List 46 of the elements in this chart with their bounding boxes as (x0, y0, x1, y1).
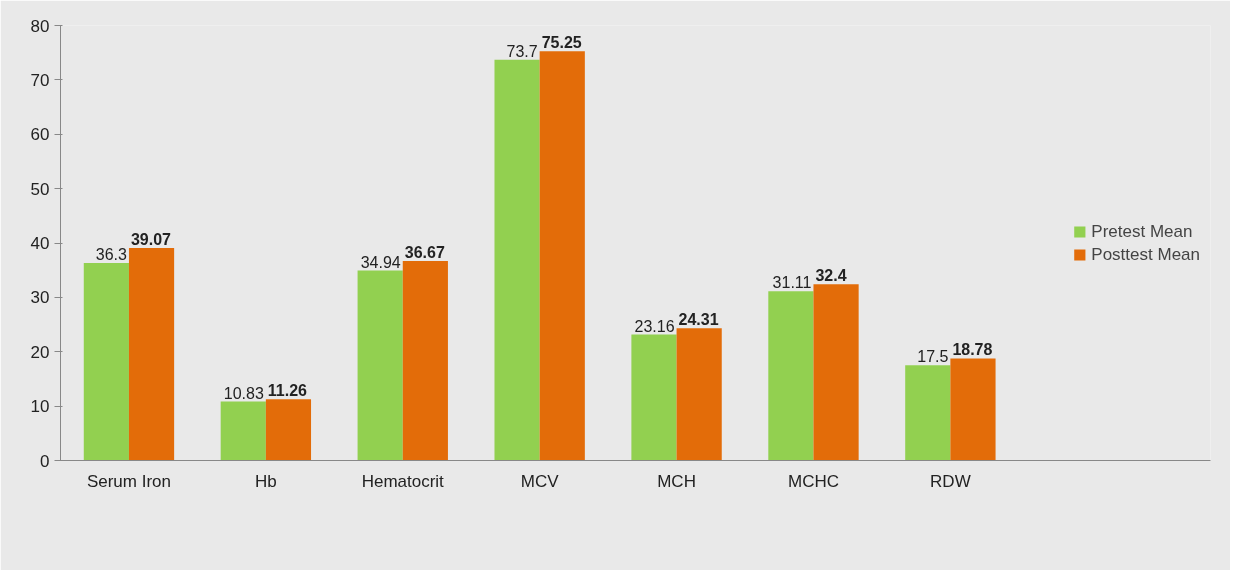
data-label: 23.16 (634, 317, 675, 335)
bar (128, 248, 175, 461)
data-label: 10.83 (223, 384, 264, 402)
bar (905, 365, 951, 461)
legend-label: Posttest Mean (1091, 244, 1200, 264)
data-label: 17.5 (917, 348, 949, 366)
y-tick-label: 60 (30, 125, 50, 145)
data-label: 32.4 (815, 267, 847, 285)
y-tick-label: 50 (30, 179, 50, 199)
x-tick-label: MCV (520, 471, 560, 491)
bar (494, 59, 540, 461)
bar (402, 261, 448, 461)
bar (357, 270, 403, 461)
data-label: 36.3 (95, 246, 128, 264)
bar (676, 328, 722, 461)
data-label: 73.7 (506, 42, 538, 60)
x-tick-label: RDW (930, 471, 971, 491)
bar (768, 291, 814, 461)
bar (539, 51, 585, 461)
y-tick-label: 10 (30, 397, 50, 417)
data-label: 18.78 (952, 341, 993, 359)
data-label: 39.07 (130, 231, 172, 249)
data-label: 34.94 (360, 253, 401, 271)
x-tick-label: MCHC (787, 471, 839, 491)
data-label: 36.67 (404, 244, 445, 262)
x-tick-label: Serum Iron (86, 471, 171, 491)
bar (950, 358, 996, 461)
y-tick-label: 40 (30, 234, 50, 253)
bar (265, 399, 312, 461)
y-tick-label: 20 (30, 342, 50, 362)
legend-label: Pretest Mean (1091, 221, 1193, 241)
bar (631, 334, 677, 461)
y-tick-label: 80 (30, 16, 50, 36)
x-tick-label: MCH (657, 471, 696, 491)
bar (220, 401, 266, 461)
data-label: 75.25 (541, 34, 582, 52)
bar (813, 284, 859, 461)
bar (83, 263, 129, 461)
x-tick-label: Hematocrit (361, 471, 445, 491)
y-tick-label: 30 (30, 288, 50, 308)
x-tick-label: Hb (254, 471, 277, 491)
data-label: 24.31 (678, 311, 719, 329)
data-label: 11.26 (267, 382, 308, 400)
data-label: 31.11 (772, 274, 812, 292)
y-tick-label: 70 (30, 70, 50, 90)
y-tick-label: 0 (40, 451, 50, 471)
